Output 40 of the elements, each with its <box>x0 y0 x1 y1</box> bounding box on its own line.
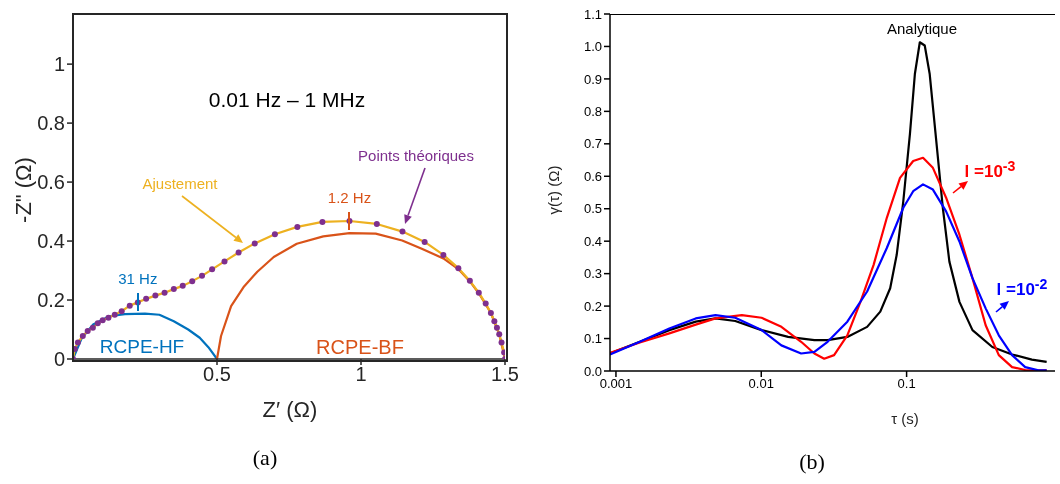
x-axis-title: τ (s) <box>891 409 919 427</box>
y-tick-label: 0.0 <box>583 363 602 379</box>
annotation: 31 Hz <box>118 269 158 287</box>
y-tick-label: 0.4 <box>583 233 602 249</box>
y-tick-label: 0.4 <box>37 230 65 253</box>
series-label: l =10$^{-3}$ <box>964 157 1016 183</box>
y-tick-label: 1 <box>53 53 65 76</box>
y-axis-title: -Z" (Ω) <box>11 157 37 223</box>
series-label: Analytique <box>886 19 958 37</box>
y-tick-label: 0.8 <box>37 112 65 135</box>
text: (a) <box>252 445 278 471</box>
series-label: RCPE-HF <box>99 336 185 358</box>
x-axis-title: Z′ (Ω) <box>262 397 318 423</box>
x-tick-label: 1 <box>355 363 367 386</box>
y-tick-label: 0 <box>53 348 65 371</box>
y-tick-label: 0.5 <box>583 201 602 217</box>
x-tick-label: 0.001 <box>599 376 633 392</box>
series-label: l =10$^{-2}$ <box>996 275 1048 301</box>
text: Points théoriques <box>358 146 474 164</box>
y-axis-title: γ(τ) (Ω) <box>544 165 562 215</box>
x-tick-label: 0.01 <box>748 376 774 392</box>
y-tick-label: 0.6 <box>583 168 602 184</box>
y-tick-label: 0.3 <box>583 266 602 282</box>
annotation: 0.01 Hz – 1 MHz <box>208 88 366 112</box>
y-tick-label: 0.7 <box>583 136 602 152</box>
y-tick-label: 0.6 <box>37 171 65 194</box>
y-tick-label: 0.8 <box>583 103 602 119</box>
text: RCPE-BF <box>316 335 404 359</box>
text: (b) <box>799 449 825 475</box>
annotation: 1.2 Hz <box>327 188 372 206</box>
x-tick-label: 0.5 <box>203 363 231 386</box>
y-tick-label: 0.2 <box>583 298 602 314</box>
y-tick-label: 0.2 <box>37 289 65 312</box>
x-tick-label: 1.5 <box>491 363 519 386</box>
y-tick-label: 1.0 <box>583 39 602 55</box>
text: Ajustement <box>142 174 218 192</box>
y-tick-label: 1.1 <box>583 6 602 22</box>
x-tick-label: 0.1 <box>897 376 916 392</box>
y-tick-label: 0.1 <box>583 331 602 347</box>
y-tick-label: 0.9 <box>583 71 602 87</box>
